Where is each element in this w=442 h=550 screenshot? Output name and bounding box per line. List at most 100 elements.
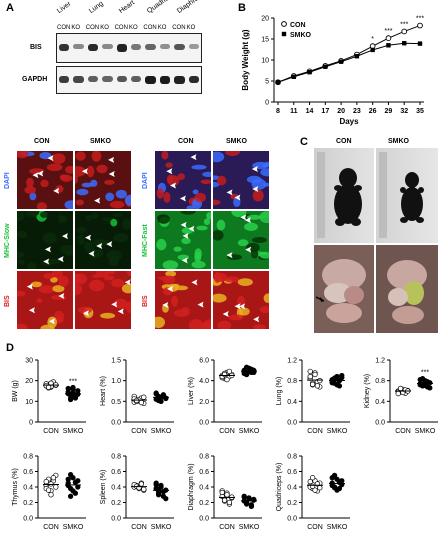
x-tick-label: 11: [290, 108, 298, 115]
y-axis-label: Spleen (%): [100, 470, 107, 505]
micrograph-left-dapi-smko: [74, 150, 132, 210]
legend-marker-smko: [281, 31, 287, 37]
dissection-photo-smko: [376, 245, 438, 333]
y-axis-label: Diaphragm (%): [188, 463, 195, 510]
dot-plot-liver: 0.0 2.0 4.0 6.0 Liver (%) CON SMKO: [188, 358, 262, 435]
x-tick-label: 35: [416, 108, 424, 115]
x-tick-label: SMKO: [151, 524, 172, 531]
data-point-con: [309, 475, 316, 481]
y-tick-label: 0.4: [199, 485, 209, 492]
y-tick-label: 0: [29, 420, 33, 427]
micrograph-right-bis-smko: [212, 270, 270, 330]
y-tick-label: 10: [25, 399, 33, 406]
x-tick-label: CON: [395, 428, 411, 435]
y-tick-label: 15: [261, 37, 269, 44]
data-point-smko: [386, 43, 391, 48]
x-tick-label: SMKO: [327, 524, 348, 531]
micro-row-label-bis-left: BIS: [4, 295, 11, 307]
micrograph-right-mhc-fast-con: [154, 210, 212, 270]
blot-band: [116, 44, 127, 52]
significance-marker: ***: [421, 370, 429, 377]
y-tick-label: 0.0: [111, 420, 121, 427]
significance-marker: ***: [400, 21, 408, 28]
data-point-smko: [338, 59, 344, 64]
data-point-con: [307, 478, 313, 485]
legend-label-con: CON: [290, 22, 306, 29]
data-point-con: [312, 371, 318, 378]
photo-header-con: CON: [336, 138, 352, 145]
panel-label-a: A: [6, 2, 14, 14]
y-tick-label: 0.6: [199, 469, 209, 476]
y-tick-label: 0.4: [287, 485, 297, 492]
data-point-con: [48, 481, 54, 487]
y-tick-label: 4.0: [199, 378, 209, 385]
y-axis-label: Quadriceps (%): [276, 463, 283, 512]
micro-header-left-smko: SMKO: [90, 138, 111, 145]
x-tick-label: SMKO: [151, 428, 172, 435]
y-tick-label: 0.8: [23, 454, 33, 461]
y-tick-label: 0.2: [111, 500, 121, 507]
micrograph-left-dapi-con: [16, 150, 74, 210]
blot-band: [87, 44, 99, 52]
data-point-smko: [163, 395, 169, 402]
y-tick-label: 20: [25, 378, 33, 385]
data-point-smko: [65, 385, 71, 392]
x-tick-label: 32: [400, 108, 408, 115]
lane-label: KO: [100, 25, 109, 31]
y-tick-label: 1.0: [111, 378, 121, 385]
data-point-smko: [419, 381, 426, 387]
data-point-con: [141, 486, 147, 492]
data-point-smko: [248, 502, 255, 508]
blot-band: [87, 76, 99, 83]
y-axis-label: Lung (%): [276, 377, 283, 405]
data-point-con: [224, 376, 230, 383]
data-point-con: [43, 478, 49, 485]
data-point-con: [309, 483, 316, 489]
y-tick-label: 30: [25, 358, 33, 365]
significance-marker: ***: [69, 378, 77, 385]
y-tick-label: 0.5: [111, 399, 121, 406]
blot-band: [131, 76, 142, 83]
blot-band: [59, 76, 70, 83]
x-tick-label: 20: [337, 108, 345, 115]
blot-gapdh: [56, 66, 202, 94]
y-axis-label: Body Weight (g): [241, 29, 250, 91]
x-tick-label: CON: [307, 524, 323, 531]
y-tick-label: 0.6: [111, 469, 121, 476]
data-point-con: [307, 373, 313, 380]
blot-band: [73, 76, 84, 83]
dissection-photo-con: [314, 245, 374, 333]
panel-label-b: B: [238, 2, 246, 14]
data-point-smko: [427, 385, 433, 391]
x-tick-label: CON: [219, 524, 235, 531]
significance-marker: ***: [416, 16, 424, 23]
lane-label: CON: [143, 25, 157, 31]
y-tick-label: 0.0: [199, 516, 209, 523]
legend-marker-con: [281, 21, 287, 27]
x-tick-label: 8: [276, 108, 280, 115]
x-tick-label: 23: [353, 108, 361, 115]
micro-header-left-con: CON: [34, 138, 50, 145]
y-tick-label: 2.0: [199, 399, 209, 406]
mouse-photo-con: [314, 148, 374, 243]
y-tick-label: 0.8: [375, 378, 385, 385]
data-point-con: [309, 381, 316, 387]
y-axis-label: Liver (%): [188, 377, 195, 405]
lane-label: CON: [57, 25, 71, 31]
significance-marker: *: [371, 36, 374, 43]
micrograph-left-mhc-slow-con: [16, 210, 74, 270]
micro-row-label-dapi-right: DAPI: [142, 172, 149, 190]
data-point-con: [417, 22, 423, 29]
data-point-con: [226, 368, 233, 375]
y-tick-label: 0.8: [199, 454, 209, 461]
blot-band: [73, 44, 84, 50]
blot-band: [102, 44, 113, 50]
lane-label: KO: [71, 25, 81, 31]
y-tick-label: 0.0: [23, 516, 33, 523]
dot-plot-quadriceps: 0.0 0.2 0.4 0.6 0.8 Quadriceps (%) CON SMKO: [276, 454, 350, 531]
blot-band: [188, 76, 199, 84]
y-tick-label: 0: [265, 100, 269, 107]
y-tick-label: 0.8: [287, 378, 297, 385]
data-point-smko: [75, 388, 81, 394]
body-weight-chart: 0 5 10 15 20 8 11 14 17 20 23 26 29 32 35 Days Body Weig…: [241, 16, 424, 127]
